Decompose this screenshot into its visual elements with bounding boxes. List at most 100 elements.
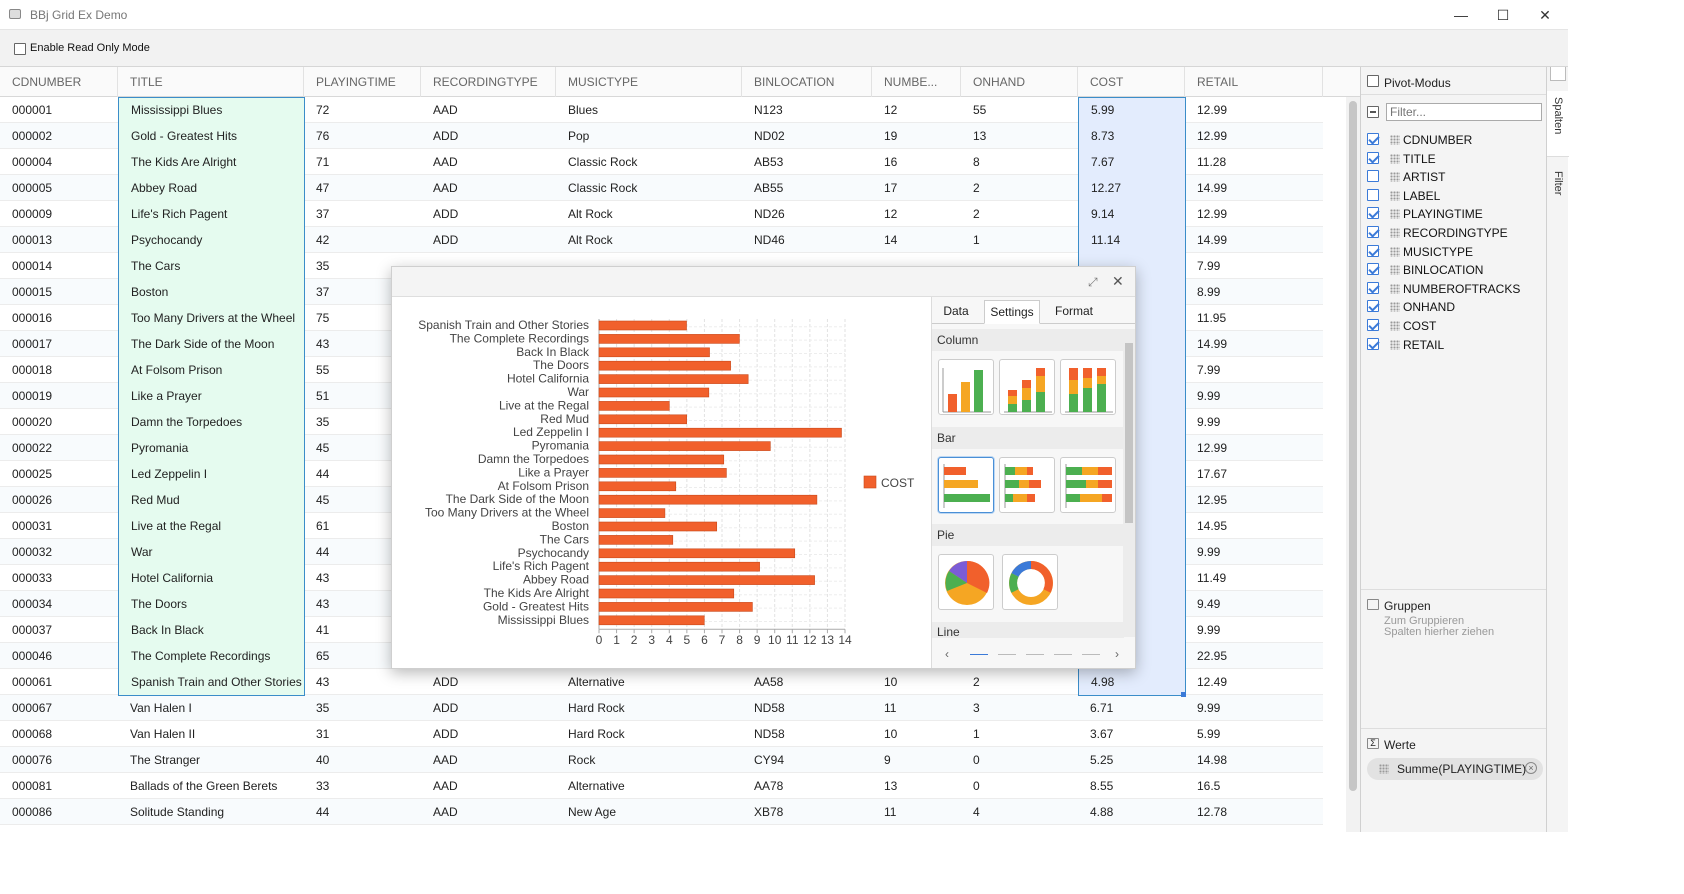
- table-cell[interactable]: 8.73: [1078, 123, 1186, 149]
- column-header-retail[interactable]: RETAIL: [1185, 67, 1323, 97]
- table-cell[interactable]: 000017: [12, 337, 53, 351]
- table-cell[interactable]: AAD: [433, 103, 458, 117]
- select-all-checkbox[interactable]: [1367, 106, 1379, 118]
- table-cell[interactable]: 12.99: [1197, 441, 1228, 455]
- table-cell[interactable]: 4.88: [1090, 805, 1114, 819]
- table-cell[interactable]: Ballads of the Green Berets: [130, 779, 278, 793]
- table-cell[interactable]: 1: [973, 233, 980, 247]
- drag-handle-icon[interactable]: [1390, 283, 1400, 294]
- table-cell[interactable]: 11.49: [1197, 571, 1227, 585]
- column-checkbox[interactable]: [1367, 263, 1379, 276]
- column-toggle-cdnumber[interactable]: CDNUMBER: [1367, 131, 1543, 149]
- drag-handle-icon[interactable]: [1390, 246, 1400, 257]
- table-cell[interactable]: 000034: [12, 597, 53, 611]
- column-toggle-onhand[interactable]: ONHAND: [1367, 298, 1543, 316]
- table-cell[interactable]: 44: [316, 467, 330, 481]
- table-row[interactable]: 000013 Psychocandy 42 ADD Alt Rock ND46 14 1 11.…: [0, 227, 1323, 253]
- table-cell[interactable]: Classic Rock: [568, 155, 638, 169]
- close-chart-icon[interactable]: ✕: [1112, 273, 1124, 289]
- table-cell[interactable]: At Folsom Prison: [118, 357, 305, 383]
- pivot-mode-checkbox[interactable]: [1367, 75, 1379, 87]
- column-header-title[interactable]: TITLE: [118, 67, 304, 97]
- column-checkbox[interactable]: [1367, 300, 1379, 313]
- table-row[interactable]: 000076 The Stranger 40 AAD Rock CY94 9 0 5.25 14.…: [0, 747, 1323, 773]
- table-cell[interactable]: The Complete Recordings: [118, 643, 305, 669]
- drag-handle-icon[interactable]: [1390, 302, 1400, 313]
- table-cell[interactable]: 12.95: [1197, 493, 1228, 507]
- drag-handle-icon[interactable]: [1390, 265, 1400, 276]
- table-cell[interactable]: ADD: [433, 207, 459, 221]
- table-cell[interactable]: ND58: [754, 727, 785, 741]
- column-toggle-binlocation[interactable]: BINLOCATION: [1367, 261, 1543, 279]
- table-cell[interactable]: ADD: [433, 701, 459, 715]
- table-cell[interactable]: Alternative: [568, 779, 625, 793]
- table-cell[interactable]: ND26: [754, 207, 785, 221]
- table-cell[interactable]: Psychocandy: [118, 227, 305, 253]
- table-cell[interactable]: Rock: [568, 753, 596, 767]
- table-cell[interactable]: 14.99: [1197, 233, 1228, 247]
- table-cell[interactable]: AAD: [433, 181, 458, 195]
- column-checkbox[interactable]: [1367, 281, 1379, 294]
- table-cell[interactable]: AAD: [433, 155, 458, 169]
- table-cell[interactable]: 55: [973, 103, 987, 117]
- table-cell[interactable]: 000005: [12, 181, 53, 195]
- table-cell[interactable]: AAD: [433, 805, 458, 819]
- table-cell[interactable]: 37: [316, 207, 330, 221]
- table-cell[interactable]: ADD: [433, 233, 459, 247]
- table-cell[interactable]: ADD: [433, 727, 459, 741]
- table-row[interactable]: 000002 Gold - Greatest Hits 76 ADD Pop ND02 19…: [0, 123, 1323, 149]
- column-checkbox[interactable]: [1367, 337, 1379, 350]
- table-cell[interactable]: 000032: [12, 545, 53, 559]
- table-cell[interactable]: ADD: [433, 675, 459, 689]
- fill-handle[interactable]: [1181, 692, 1186, 697]
- table-cell[interactable]: 000019: [12, 389, 53, 403]
- column-checkbox[interactable]: [1367, 188, 1379, 201]
- table-cell[interactable]: 12.99: [1197, 129, 1228, 143]
- table-cell[interactable]: 8: [973, 155, 980, 169]
- table-cell[interactable]: Hard Rock: [568, 727, 625, 741]
- table-cell[interactable]: 2: [973, 675, 980, 689]
- table-cell[interactable]: 9.99: [1197, 701, 1221, 715]
- remove-chip-icon[interactable]: ×: [1525, 762, 1537, 774]
- table-cell[interactable]: 43: [316, 597, 330, 611]
- table-cell[interactable]: 7.99: [1197, 259, 1221, 273]
- table-cell[interactable]: 4: [973, 805, 980, 819]
- table-cell[interactable]: 35: [316, 259, 330, 273]
- table-cell[interactable]: 9.99: [1197, 389, 1221, 403]
- table-cell[interactable]: 12.99: [1197, 103, 1228, 117]
- table-cell[interactable]: 000068: [12, 727, 53, 741]
- minimize-button[interactable]: —: [1454, 7, 1468, 23]
- column-stacked-thumbnail[interactable]: [999, 359, 1055, 415]
- column-normalized-thumbnail[interactable]: [1060, 359, 1116, 415]
- table-cell[interactable]: 12.78: [1197, 805, 1228, 819]
- table-cell[interactable]: 14.95: [1197, 519, 1228, 533]
- table-cell[interactable]: The Doors: [118, 591, 305, 617]
- table-cell[interactable]: 9.14: [1078, 201, 1186, 227]
- column-header-numbe[interactable]: NUMBE...: [872, 67, 961, 97]
- table-cell[interactable]: 000001: [12, 103, 53, 117]
- table-cell[interactable]: 0: [973, 753, 980, 767]
- table-cell[interactable]: 40: [316, 753, 330, 767]
- table-cell[interactable]: The Kids Are Alright: [118, 149, 305, 175]
- column-toggle-musictype[interactable]: MUSICTYPE: [1367, 243, 1543, 261]
- column-header-onhand[interactable]: ONHAND: [961, 67, 1078, 97]
- table-row[interactable]: 000001 Mississippi Blues 72 AAD Blues N123 12 5…: [0, 97, 1323, 123]
- table-cell[interactable]: 45: [316, 493, 330, 507]
- drag-handle-icon[interactable]: [1390, 339, 1400, 350]
- table-cell[interactable]: Led Zeppelin I: [118, 461, 305, 487]
- table-cell[interactable]: 000020: [12, 415, 53, 429]
- table-cell[interactable]: 000033: [12, 571, 53, 585]
- table-cell[interactable]: AAD: [433, 779, 458, 793]
- table-cell[interactable]: 14: [884, 233, 898, 247]
- table-cell[interactable]: 22.95: [1197, 649, 1228, 663]
- table-cell[interactable]: 19: [884, 129, 898, 143]
- table-cell[interactable]: 55: [316, 363, 330, 377]
- tab-data[interactable]: Data: [943, 304, 969, 318]
- table-cell[interactable]: 000014: [12, 259, 53, 273]
- table-cell[interactable]: 7.67: [1078, 149, 1186, 175]
- maximize-button[interactable]: ☐: [1496, 7, 1510, 23]
- table-cell[interactable]: War: [118, 539, 305, 565]
- table-row[interactable]: 000009 Life's Rich Pagent 37 ADD Alt Rock ND2…: [0, 201, 1323, 227]
- table-cell[interactable]: 9.99: [1197, 545, 1221, 559]
- table-cell[interactable]: 000067: [12, 701, 53, 715]
